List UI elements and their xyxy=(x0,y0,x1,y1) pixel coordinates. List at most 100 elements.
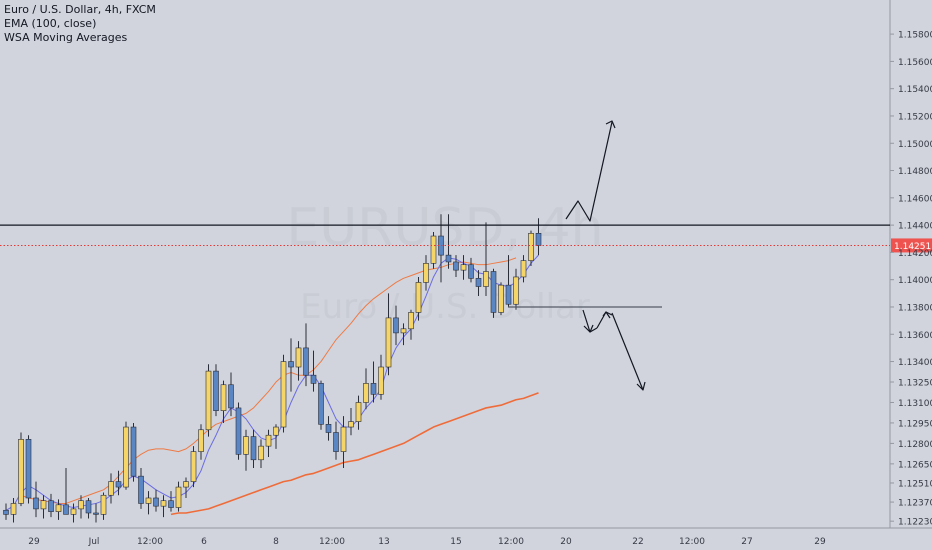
candle xyxy=(258,439,264,468)
time-tick-label: 6 xyxy=(201,537,207,547)
price-tick-label: 1.12650 xyxy=(898,460,932,470)
price-tick-label: 1.14800 xyxy=(898,167,932,177)
candle-body-up xyxy=(55,504,62,512)
last-price-tag xyxy=(891,238,932,253)
price-tick-label: 1.13600 xyxy=(898,331,932,341)
candle-body-up xyxy=(18,439,24,504)
candle-body-up xyxy=(100,494,107,515)
candle xyxy=(63,467,69,515)
ema-100-line xyxy=(170,392,539,516)
candle xyxy=(325,416,332,441)
candle xyxy=(250,429,257,468)
candle-body-up xyxy=(198,429,204,452)
candle xyxy=(370,361,377,403)
candle-body-up xyxy=(520,260,527,278)
price-tick-label: 1.13250 xyxy=(898,379,932,389)
time-tick-label: 8 xyxy=(273,537,279,547)
candle xyxy=(70,503,77,523)
candle-body-up xyxy=(183,481,189,488)
candle xyxy=(378,354,384,400)
candle-body-down xyxy=(235,407,242,455)
candle xyxy=(228,372,234,417)
candle-body-up xyxy=(423,263,429,283)
time-tick-label: 29 xyxy=(814,537,826,547)
candle xyxy=(445,214,452,269)
candle-body-down xyxy=(393,317,399,334)
candle-body-up xyxy=(220,384,227,411)
candle xyxy=(130,422,137,482)
candle-body-down xyxy=(310,374,317,384)
bearish-arrow-head xyxy=(636,381,646,391)
candle-body-down xyxy=(153,497,159,507)
candle xyxy=(175,481,182,512)
bullish-projection-arrow xyxy=(565,121,613,222)
candle xyxy=(145,491,152,515)
candle-body-up xyxy=(258,445,264,461)
candle-body-up xyxy=(108,481,114,496)
candle xyxy=(528,230,534,267)
candle-body-up xyxy=(400,328,407,334)
candle-body-down xyxy=(228,384,234,409)
candle-body-down xyxy=(250,436,257,461)
candle xyxy=(408,309,414,340)
time-tick-label: 12:00 xyxy=(137,537,163,547)
candle-body-down xyxy=(85,500,92,514)
candle-body-up xyxy=(243,436,249,455)
candle-body-up xyxy=(273,426,279,436)
time-tick-label: 27 xyxy=(741,537,752,547)
candle-body-down xyxy=(115,481,122,488)
candle-body-up xyxy=(205,370,212,431)
candle-body-down xyxy=(130,426,137,477)
candle xyxy=(205,364,212,437)
candle-body-up xyxy=(528,233,534,261)
candle-body-down xyxy=(48,500,54,512)
price-tick-label: 1.13100 xyxy=(898,399,932,409)
candle xyxy=(265,429,272,458)
price-tick-label: 1.14200 xyxy=(898,249,932,259)
candle xyxy=(483,222,489,297)
candle xyxy=(505,255,512,307)
candle xyxy=(423,255,429,291)
price-axis[interactable]: 1.15800 1.15600 1.15400 1.15200 1.15000 1.148… xyxy=(890,31,932,528)
time-tick-label: Jul xyxy=(88,537,100,547)
price-levels: 1.14251 xyxy=(0,224,932,308)
candle-body-down xyxy=(25,439,32,499)
candle-body-up xyxy=(265,434,272,447)
candle xyxy=(190,446,197,488)
candle-body-down xyxy=(468,264,474,279)
candle xyxy=(183,477,189,498)
candle-body-up xyxy=(10,503,17,515)
time-tick-label: 13 xyxy=(378,537,389,547)
candle-body-up xyxy=(378,366,384,395)
ema-100-line xyxy=(170,392,539,516)
price-tick-label: 1.12510 xyxy=(898,479,932,489)
candle-body-up xyxy=(190,451,197,482)
time-tick-label: 15 xyxy=(450,537,461,547)
bearish-step-head xyxy=(583,324,594,333)
candle-body-up xyxy=(123,426,129,488)
candle-body-down xyxy=(475,278,482,287)
candle xyxy=(363,368,369,410)
candle xyxy=(235,402,242,460)
candle xyxy=(25,435,32,504)
price-tick-label: 1.12370 xyxy=(898,499,932,509)
candle xyxy=(385,293,392,376)
legend-symbol: Euro / U.S. Dollar, 4h, FXCM xyxy=(4,3,156,16)
candle xyxy=(153,489,159,512)
candle xyxy=(213,364,219,417)
price-tick-label: 1.12800 xyxy=(898,440,932,450)
candle-body-down xyxy=(168,500,174,508)
candle xyxy=(273,424,279,449)
candle xyxy=(40,495,47,519)
last-price-label: 1.14251 xyxy=(894,242,931,252)
candle xyxy=(333,421,339,460)
candle-body-up xyxy=(483,271,489,287)
time-axis[interactable]: 29 Jul 12:00 6 8 12:00 13 15 12:00 20 22 12:00 27 29 xyxy=(28,537,826,547)
candle-body-down xyxy=(453,261,459,271)
price-tick-label: 1.12950 xyxy=(898,419,932,429)
candle-body-down xyxy=(490,271,497,313)
candle xyxy=(468,257,474,283)
candle-body-down xyxy=(535,233,542,246)
